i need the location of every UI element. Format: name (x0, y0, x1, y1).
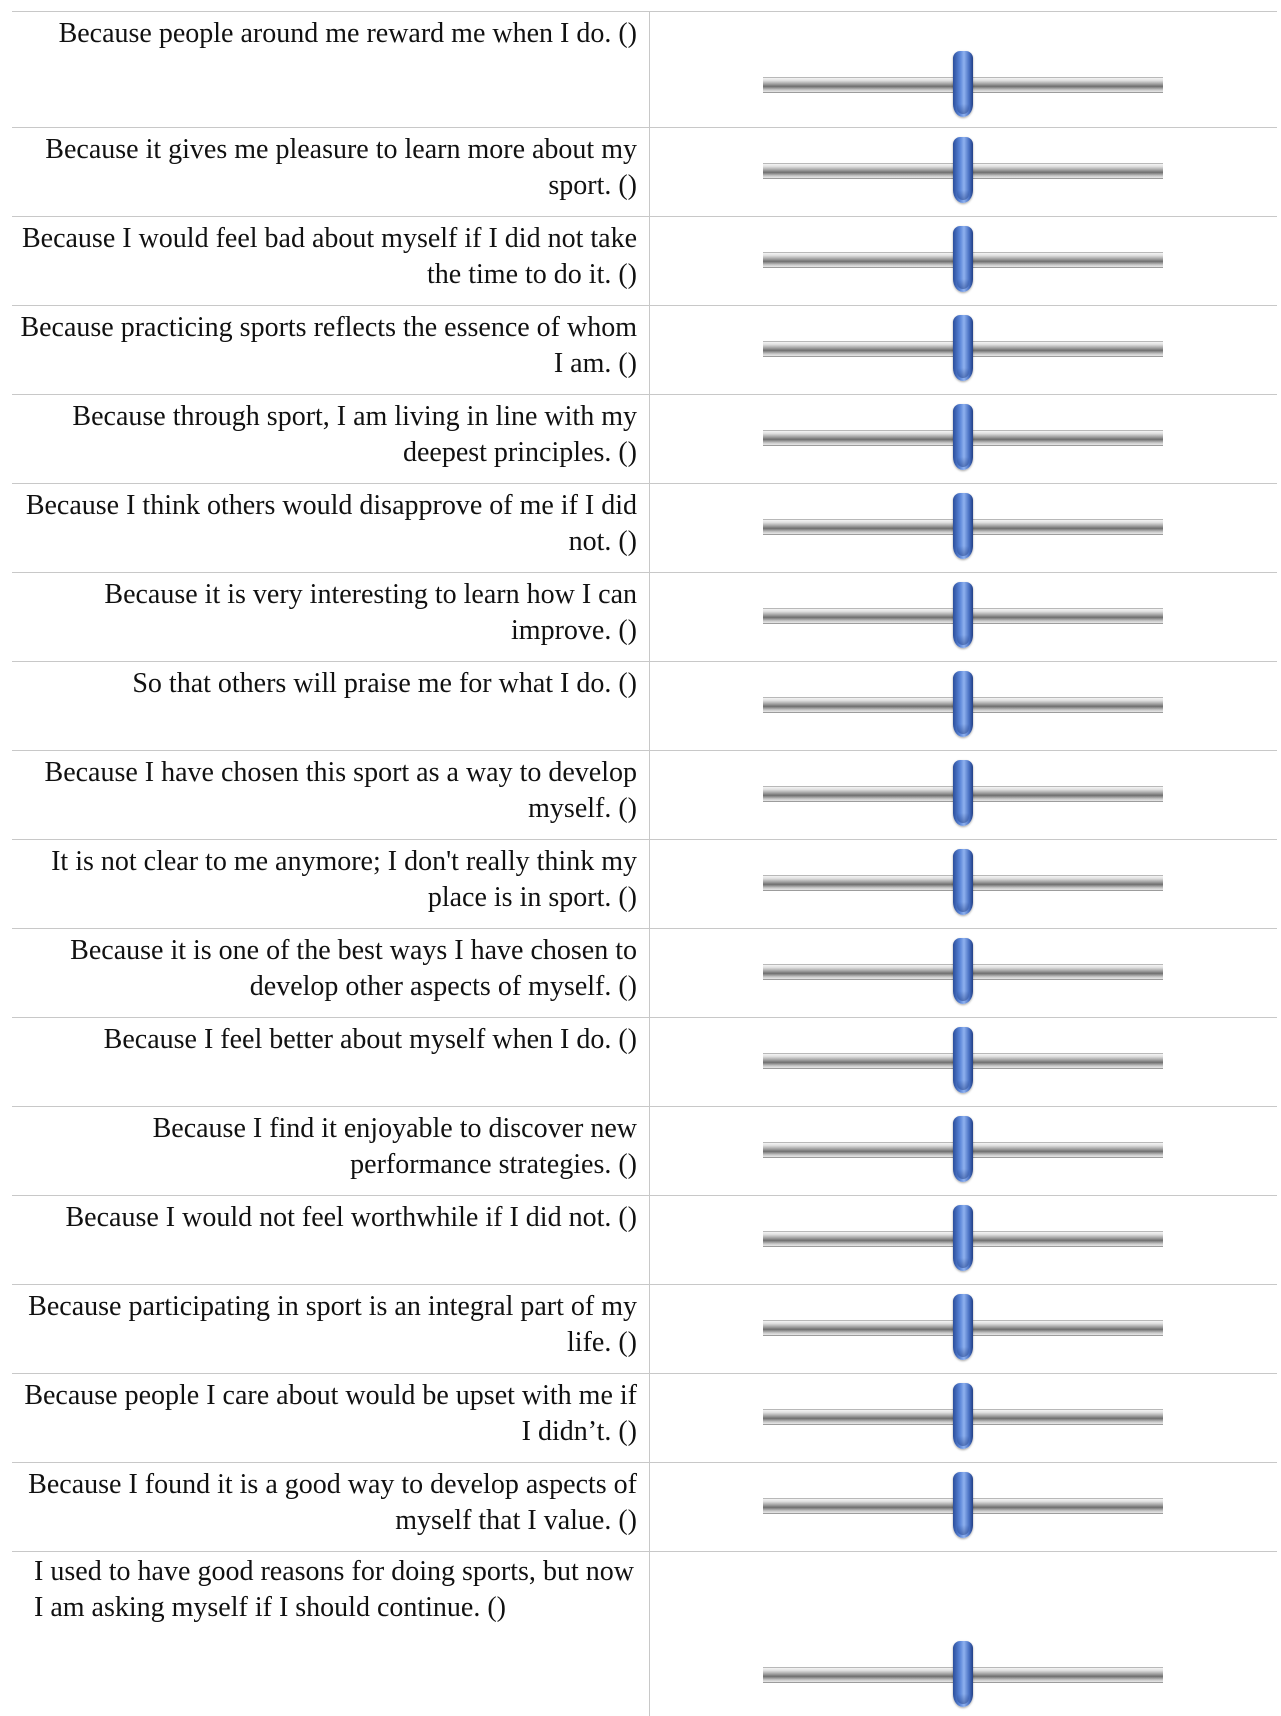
question-label: Because I would not feel worthwhile if I… (65, 1202, 637, 1233)
slider-thumb[interactable] (953, 1472, 973, 1538)
question-row: So that others will praise me for what I… (12, 662, 1277, 751)
column-divider (649, 217, 650, 305)
rating-slider[interactable] (763, 1027, 1163, 1097)
question-row: Because I find it enjoyable to discover … (12, 1107, 1277, 1196)
column-divider (649, 662, 650, 750)
question-label: Because people around me reward me when … (58, 18, 637, 49)
question-label: Because I find it enjoyable to discover … (152, 1113, 637, 1180)
question-row: Because I would feel bad about myself if… (12, 217, 1277, 306)
question-label: Because it gives me pleasure to learn mo… (45, 134, 637, 201)
question-label: Because participating in sport is an int… (28, 1291, 637, 1358)
rating-slider[interactable] (763, 1383, 1163, 1453)
column-divider (649, 128, 650, 216)
question-row: Because it gives me pleasure to learn mo… (12, 128, 1277, 217)
slider-thumb[interactable] (953, 1205, 973, 1271)
rating-slider[interactable] (763, 1472, 1163, 1542)
column-divider (649, 1285, 650, 1373)
question-label: Because I think others would disapprove … (25, 490, 637, 557)
question-row: Because people I care about would be ups… (12, 1374, 1277, 1463)
slider-thumb[interactable] (953, 493, 973, 559)
question-label: Because it is very interesting to learn … (104, 579, 637, 646)
question-row: Because I think others would disapprove … (12, 484, 1277, 573)
question-row: It is not clear to me anymore; I don't r… (12, 840, 1277, 929)
column-divider (649, 1552, 650, 1716)
question-label: Because it is one of the best ways I hav… (70, 935, 637, 1002)
question-row: Because it is one of the best ways I hav… (12, 929, 1277, 1018)
rating-slider[interactable] (763, 1116, 1163, 1186)
column-divider (649, 395, 650, 483)
rating-slider[interactable] (763, 404, 1163, 474)
question-row: I used to have good reasons for doing sp… (12, 1552, 1277, 1716)
question-label: So that others will praise me for what I… (132, 668, 637, 699)
question-row: Because I feel better about myself when … (12, 1018, 1277, 1107)
column-divider (649, 1463, 650, 1551)
column-divider (649, 573, 650, 661)
rating-slider[interactable] (763, 938, 1163, 1008)
rating-slider[interactable] (763, 51, 1163, 121)
slider-thumb[interactable] (953, 315, 973, 381)
question-row: Because participating in sport is an int… (12, 1285, 1277, 1374)
question-row: Because through sport, I am living in li… (12, 395, 1277, 484)
rating-slider[interactable] (763, 1641, 1163, 1711)
rating-slider[interactable] (763, 137, 1163, 207)
column-divider (649, 484, 650, 572)
question-label: Because I found it is a good way to deve… (28, 1469, 637, 1536)
column-divider (649, 1196, 650, 1284)
question-row: Because I have chosen this sport as a wa… (12, 751, 1277, 840)
rating-slider[interactable] (763, 760, 1163, 830)
rating-slider[interactable] (763, 493, 1163, 563)
slider-thumb[interactable] (953, 1294, 973, 1360)
column-divider (649, 1107, 650, 1195)
question-row: Because people around me reward me when … (12, 12, 1277, 128)
rating-slider[interactable] (763, 582, 1163, 652)
question-label: Because through sport, I am living in li… (72, 401, 637, 468)
slider-thumb[interactable] (953, 137, 973, 203)
slider-thumb[interactable] (953, 671, 973, 737)
slider-thumb[interactable] (953, 1027, 973, 1093)
slider-thumb[interactable] (953, 226, 973, 292)
slider-thumb[interactable] (953, 1116, 973, 1182)
column-divider (649, 1374, 650, 1462)
rating-slider[interactable] (763, 315, 1163, 385)
column-divider (649, 929, 650, 1017)
question-label: Because practicing sports reflects the e… (20, 312, 637, 379)
slider-thumb[interactable] (953, 760, 973, 826)
question-label: Because I have chosen this sport as a wa… (44, 757, 637, 824)
rating-slider[interactable] (763, 1294, 1163, 1364)
question-label: Because I feel better about myself when … (103, 1024, 637, 1055)
question-label: I used to have good reasons for doing sp… (34, 1556, 634, 1623)
column-divider (649, 1018, 650, 1106)
column-divider (649, 12, 650, 127)
slider-thumb[interactable] (953, 51, 973, 117)
slider-thumb[interactable] (953, 938, 973, 1004)
rating-slider[interactable] (763, 226, 1163, 296)
slider-thumb[interactable] (953, 582, 973, 648)
column-divider (649, 306, 650, 394)
question-row: Because practicing sports reflects the e… (12, 306, 1277, 395)
column-divider (649, 751, 650, 839)
question-label: Because people I care about would be ups… (24, 1380, 637, 1447)
question-row: Because I found it is a good way to deve… (12, 1463, 1277, 1552)
rating-slider[interactable] (763, 849, 1163, 919)
rating-slider[interactable] (763, 1205, 1163, 1275)
slider-thumb[interactable] (953, 1383, 973, 1449)
column-divider (649, 840, 650, 928)
slider-thumb[interactable] (953, 1641, 973, 1707)
rating-slider[interactable] (763, 671, 1163, 741)
question-row: Because it is very interesting to learn … (12, 573, 1277, 662)
slider-thumb[interactable] (953, 404, 973, 470)
question-label: Because I would feel bad about myself if… (21, 223, 637, 290)
slider-thumb[interactable] (953, 849, 973, 915)
question-row: Because I would not feel worthwhile if I… (12, 1196, 1277, 1285)
question-label: It is not clear to me anymore; I don't r… (51, 846, 637, 913)
survey-slider-table: Because people around me reward me when … (12, 11, 1277, 1716)
